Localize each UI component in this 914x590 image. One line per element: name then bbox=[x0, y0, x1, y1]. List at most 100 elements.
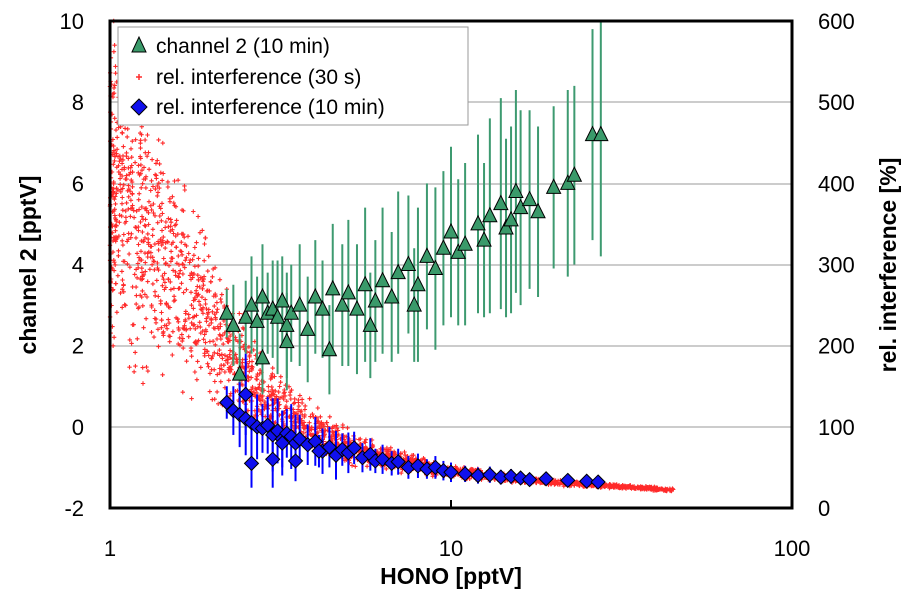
interf30s-point bbox=[249, 375, 254, 380]
interf30s-point bbox=[111, 148, 117, 153]
interf30s-point bbox=[221, 341, 226, 347]
interf30s-point bbox=[116, 233, 122, 239]
interf30s-point bbox=[140, 303, 145, 308]
interf30s-point bbox=[119, 201, 125, 206]
interf30s-point bbox=[156, 294, 161, 299]
interf30s-point bbox=[227, 393, 233, 399]
y-tick-label-right: 600 bbox=[818, 9, 855, 34]
interf30s-point bbox=[144, 208, 149, 213]
channel2-point bbox=[427, 259, 444, 276]
interf30s-point bbox=[204, 316, 209, 321]
interf30s-point bbox=[249, 387, 254, 392]
interf30s-point bbox=[194, 377, 200, 382]
interf30s-point bbox=[277, 395, 283, 401]
interf30s-point bbox=[632, 485, 637, 491]
interf30s-point bbox=[172, 223, 178, 228]
interf30s-point bbox=[226, 378, 231, 383]
interf30s-point bbox=[189, 354, 194, 359]
interf30s-point bbox=[315, 405, 320, 411]
interf30s-point bbox=[114, 151, 119, 156]
interf30s-point bbox=[212, 326, 218, 331]
interf30s-point bbox=[297, 393, 303, 398]
interf30s-point bbox=[276, 389, 281, 395]
interf30s-point bbox=[274, 394, 279, 399]
interf30s-point bbox=[139, 270, 145, 275]
interf30s-point bbox=[421, 456, 426, 461]
interf30s-point bbox=[180, 271, 186, 277]
interf30s-point bbox=[210, 353, 215, 359]
interf30s-point bbox=[281, 396, 286, 402]
legend-box bbox=[117, 26, 469, 126]
interf30s-point bbox=[300, 423, 306, 428]
interf30s-point bbox=[178, 268, 183, 273]
interf30s-point bbox=[129, 155, 134, 160]
interf30s-point bbox=[127, 337, 132, 343]
interf30s-point bbox=[141, 177, 146, 182]
channel2-point bbox=[450, 243, 467, 259]
interf30s-point bbox=[138, 141, 143, 146]
interf30s-point bbox=[198, 302, 203, 308]
x-tick-label: 1 bbox=[104, 536, 116, 561]
interf30s-point bbox=[165, 240, 171, 245]
y-tick-label-right: 400 bbox=[818, 171, 855, 196]
channel2-point bbox=[243, 295, 260, 312]
interf30s-point bbox=[284, 399, 289, 404]
interf30s-point bbox=[127, 189, 133, 194]
interf30s-point bbox=[250, 364, 255, 370]
interf30s-point bbox=[120, 277, 125, 283]
interf30s-point bbox=[215, 307, 220, 312]
interf30s-point bbox=[142, 137, 148, 143]
interf30s-point bbox=[182, 235, 187, 240]
interf30s-point bbox=[176, 327, 182, 333]
interf30s-point bbox=[130, 184, 135, 189]
interf30s-point bbox=[200, 286, 205, 291]
interf30s-point bbox=[159, 242, 164, 248]
channel2-point bbox=[279, 332, 295, 349]
interf10min-point bbox=[443, 464, 459, 480]
interf30s-point bbox=[138, 162, 144, 168]
interf30s-point bbox=[166, 317, 171, 322]
channel2-point bbox=[406, 295, 423, 312]
interf30s-point bbox=[191, 271, 197, 277]
interf30s-point bbox=[166, 277, 171, 282]
interf30s-point bbox=[130, 191, 135, 196]
interf10min-point bbox=[470, 467, 486, 484]
interf30s-point bbox=[308, 414, 313, 419]
interf30s-point bbox=[156, 180, 161, 186]
interf30s-point bbox=[141, 165, 147, 170]
interf30s-point bbox=[206, 323, 212, 328]
interf30s-point bbox=[160, 140, 165, 146]
interf30s-point bbox=[195, 273, 200, 278]
interf30s-point bbox=[159, 317, 164, 323]
channel2-point bbox=[390, 263, 406, 280]
interf30s-point bbox=[188, 326, 193, 331]
interf30s-point bbox=[113, 281, 119, 286]
interf30s-point bbox=[128, 198, 134, 203]
interf30s-point bbox=[254, 387, 259, 392]
interf30s-point bbox=[182, 183, 187, 189]
interf30s-point bbox=[150, 184, 156, 189]
interf30s-point bbox=[155, 158, 160, 163]
interf30s-point bbox=[169, 255, 174, 261]
interf30s-point bbox=[139, 204, 144, 210]
interf30s-point bbox=[430, 474, 435, 479]
interf30s-point bbox=[128, 214, 133, 219]
interf30s-point bbox=[121, 144, 126, 149]
interf30s-point bbox=[181, 345, 186, 351]
interf30s-point bbox=[112, 83, 117, 88]
interf30s-point bbox=[136, 306, 141, 311]
channel2-point bbox=[503, 210, 519, 227]
interf30s-point bbox=[201, 283, 206, 288]
interf30s-point bbox=[218, 296, 223, 302]
interf30s-point bbox=[192, 245, 197, 250]
interf30s-point bbox=[144, 154, 150, 159]
interf30s-point bbox=[156, 247, 161, 253]
interf30s-point bbox=[270, 365, 275, 371]
series-channel2 bbox=[218, 125, 609, 381]
interf30s-point bbox=[113, 228, 118, 233]
interf30s-point bbox=[188, 257, 193, 263]
interf30s-point bbox=[200, 311, 206, 316]
channel2-point bbox=[349, 300, 365, 316]
x-tick-label: 10 bbox=[439, 536, 463, 561]
